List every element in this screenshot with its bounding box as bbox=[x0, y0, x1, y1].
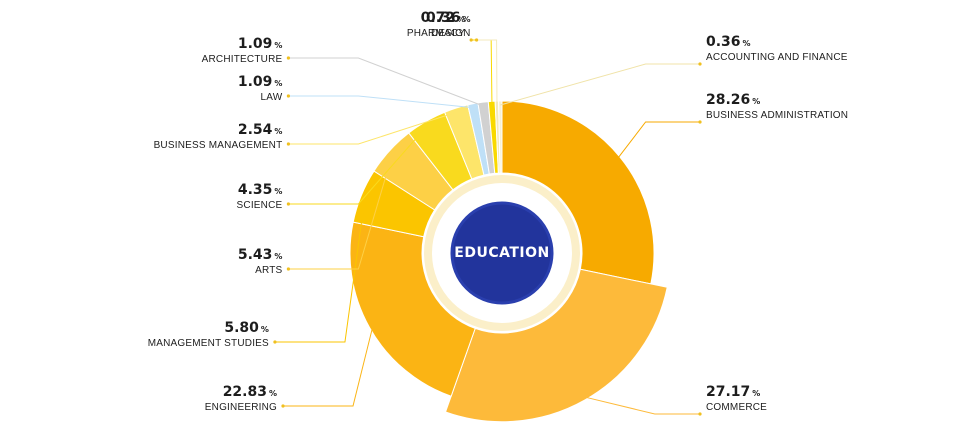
labels-layer: 28.26 % BUSINESS ADMINISTRATION 27.17 % COMME… bbox=[148, 10, 848, 413]
leader-line-business-management bbox=[288, 111, 458, 145]
category-label-design: DESIGN bbox=[431, 28, 471, 39]
category-label-commerce: COMMERCE bbox=[706, 402, 767, 413]
percent-sign: % bbox=[463, 15, 471, 24]
category-label-accounting-and-finance: ACCOUNTING AND FINANCE bbox=[706, 52, 848, 63]
value-number: 5.43 bbox=[238, 247, 273, 263]
leader-line-pharmacy bbox=[471, 39, 493, 106]
percent-sign: % bbox=[457, 15, 465, 24]
percent-sign: % bbox=[274, 127, 282, 136]
value-label-law: 1.09% bbox=[238, 74, 283, 90]
value-number: 1.09 bbox=[238, 74, 273, 90]
value-number: 0.72 bbox=[421, 10, 456, 26]
category-label-business-management: BUSINESS MANAGEMENT bbox=[154, 140, 283, 151]
value-number: 27.17 bbox=[706, 384, 750, 400]
value-label-engineering: 22.83% bbox=[223, 384, 277, 400]
leader-line-management-studies bbox=[274, 197, 366, 343]
leader-dot-commerce bbox=[698, 412, 702, 416]
percent-sign: % bbox=[274, 252, 282, 261]
value-label-business-administration: 28.26% bbox=[706, 92, 760, 108]
category-label-engineering: ENGINEERING bbox=[205, 402, 277, 413]
percent-sign: % bbox=[261, 325, 269, 334]
percent-sign: % bbox=[752, 389, 760, 398]
leader-line-business-administration bbox=[616, 121, 700, 160]
percent-sign: % bbox=[269, 389, 277, 398]
value-number: 1.09 bbox=[238, 36, 273, 52]
value-label-design: 0.36% bbox=[426, 10, 471, 26]
value-number: 0.36 bbox=[426, 10, 461, 26]
value-label-commerce: 27.17% bbox=[706, 384, 760, 400]
center-badge: EDUCATION bbox=[422, 173, 582, 333]
category-label-science: SCIENCE bbox=[237, 200, 283, 211]
value-label-arts: 5.43% bbox=[238, 247, 283, 263]
slice-accounting-and-finance bbox=[498, 100, 503, 174]
leader-line-architecture bbox=[288, 57, 484, 107]
leader-dot-accounting-and-finance bbox=[698, 62, 702, 66]
value-label-management-studies: 5.80% bbox=[224, 320, 269, 336]
leader-dot-design bbox=[474, 38, 479, 42]
value-label-pharmacy: 0.72% bbox=[421, 10, 466, 26]
percent-sign: % bbox=[274, 79, 282, 88]
leader-lines-layer bbox=[273, 38, 702, 416]
leader-line-design bbox=[476, 39, 498, 106]
leader-dot-pharmacy bbox=[469, 38, 473, 42]
percent-sign: % bbox=[274, 41, 282, 50]
leader-dot-business-management bbox=[286, 142, 290, 146]
value-number: 5.80 bbox=[224, 320, 259, 336]
category-label-pharmacy: PHARMACY bbox=[407, 28, 465, 39]
leader-dot-science bbox=[286, 202, 290, 206]
category-label-business-administration: BUSINESS ADMINISTRATION bbox=[706, 110, 848, 121]
value-label-architecture: 1.09% bbox=[238, 36, 283, 52]
percent-sign: % bbox=[743, 39, 751, 48]
center-disc bbox=[450, 201, 554, 305]
leader-dot-arts bbox=[286, 267, 290, 271]
category-label-arts: ARTS bbox=[255, 265, 282, 276]
value-label-business-management: 2.54% bbox=[238, 122, 283, 138]
value-number: 22.83 bbox=[223, 384, 267, 400]
category-label-architecture: ARCHITECTURE bbox=[202, 54, 283, 65]
value-number: 0.36 bbox=[706, 34, 741, 50]
leader-dot-architecture bbox=[286, 56, 290, 60]
value-number: 28.26 bbox=[706, 92, 750, 108]
value-label-accounting-and-finance: 0.36% bbox=[706, 34, 751, 50]
center-label: EDUCATION bbox=[454, 245, 549, 261]
value-number: 4.35 bbox=[238, 182, 273, 198]
value-number: 2.54 bbox=[238, 122, 273, 138]
leader-line-arts bbox=[288, 153, 394, 270]
category-label-law: LAW bbox=[260, 92, 282, 103]
percent-sign: % bbox=[752, 97, 760, 106]
leader-line-law bbox=[288, 95, 474, 109]
leader-line-science bbox=[288, 124, 429, 205]
leader-line-commerce bbox=[582, 396, 700, 415]
category-label-management-studies: MANAGEMENT STUDIES bbox=[148, 338, 269, 349]
leader-dot-management-studies bbox=[273, 340, 277, 344]
value-label-science: 4.35% bbox=[238, 182, 283, 198]
leader-dot-law bbox=[286, 94, 290, 98]
percent-sign: % bbox=[274, 187, 282, 196]
leader-dot-business-administration bbox=[698, 120, 702, 124]
leader-line-engineering bbox=[283, 325, 374, 407]
leader-line-accounting-and-finance bbox=[500, 63, 700, 106]
leader-dot-engineering bbox=[281, 404, 285, 408]
